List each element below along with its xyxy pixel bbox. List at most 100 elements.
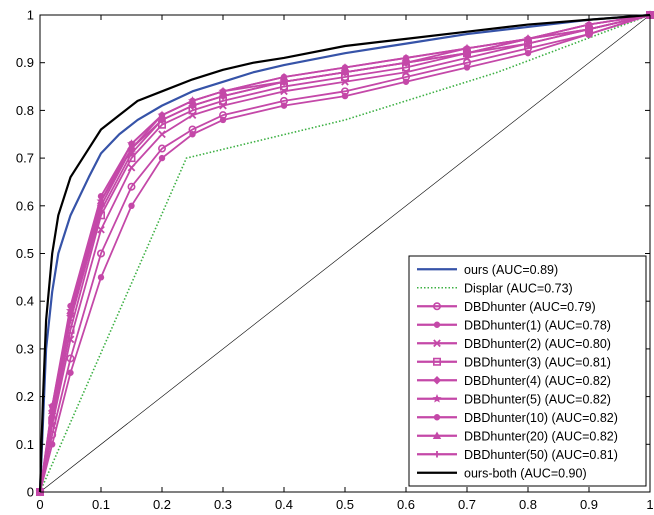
legend-entry: DBDhunter(4) (AUC=0.82) xyxy=(417,374,611,388)
y-tick-label: 0 xyxy=(27,485,34,500)
chance-diagonal-line xyxy=(39,14,651,493)
legend-label: DBDhunter(4) (AUC=0.82) xyxy=(464,374,611,388)
series-3-point xyxy=(97,249,106,258)
series-4-point xyxy=(67,369,74,376)
series-9-point xyxy=(128,140,135,147)
x-tick-label: 0.8 xyxy=(519,497,537,512)
series-11-point xyxy=(49,412,56,419)
legend-marker xyxy=(433,321,441,328)
legend-label: DBDhunter(2) (AUC=0.80) xyxy=(464,337,611,351)
series-line-3 xyxy=(39,14,651,493)
series-11-point xyxy=(189,102,196,109)
series-1 xyxy=(38,13,651,493)
x-tick-label: 0.3 xyxy=(214,497,232,512)
series-4-point xyxy=(402,78,410,85)
y-tick-label: 0.6 xyxy=(16,198,34,213)
series-4-point xyxy=(97,274,105,281)
series-4-point xyxy=(158,154,166,162)
x-tick-label: 0.9 xyxy=(580,497,598,512)
legend-label: ours-both (AUC=0.90) xyxy=(464,466,587,480)
x-tick-label: 0.2 xyxy=(153,497,171,512)
series-11-point xyxy=(524,35,532,43)
legend-marker xyxy=(432,376,442,385)
legend-label: DBDhunter(1) (AUC=0.78) xyxy=(464,318,611,332)
legend-entry: DBDhunter (AUC=0.79) xyxy=(417,300,596,314)
legend-entry: Displar (AUC=0.73) xyxy=(417,281,573,295)
series-layer xyxy=(35,10,654,497)
legend-box xyxy=(408,255,647,487)
series-10-point xyxy=(584,20,594,28)
series-3-point xyxy=(158,144,167,153)
legend-marker xyxy=(432,302,441,311)
y-tick-label: 1 xyxy=(27,8,34,23)
series-10-point xyxy=(340,63,350,71)
legend-marker xyxy=(432,431,442,439)
series-line-1 xyxy=(38,13,651,493)
series-4-point xyxy=(341,92,349,100)
series-11-point xyxy=(158,116,166,124)
series-line-6 xyxy=(39,14,651,493)
series-11 xyxy=(36,11,654,496)
legend-marker xyxy=(433,339,441,348)
x-tick-label: 1 xyxy=(646,497,653,512)
x-tick-label: 0.1 xyxy=(92,497,110,512)
legend-label: DBDhunter(10) (AUC=0.82) xyxy=(464,411,618,425)
ticks-layer: 0 0.1 0.2 0.3 0.4 0.5 0.6 0.7 0.8 0.9 1 0 0.1 0.2 0.3 0… xyxy=(16,8,654,513)
y-tick-label: 0.9 xyxy=(16,55,34,70)
y-tick-label: 0.7 xyxy=(16,151,34,166)
series-5-point xyxy=(97,225,105,234)
legend-entry: DBDhunter(20) (AUC=0.82) xyxy=(417,429,618,443)
series-11-point xyxy=(219,92,227,100)
y-tick-label: 0.4 xyxy=(16,294,34,309)
x-tick-label: 0.7 xyxy=(458,497,476,512)
series-4-point xyxy=(128,202,135,209)
series-10-point xyxy=(188,96,197,105)
series-11-point xyxy=(128,150,135,157)
series-12 xyxy=(38,13,651,493)
series-4-point xyxy=(280,102,288,109)
series-4-point xyxy=(524,49,532,57)
series-11-point xyxy=(67,317,74,324)
series-11-point xyxy=(341,69,349,76)
series-11-point xyxy=(585,26,593,33)
x-tick-label: 0.5 xyxy=(336,497,354,512)
series-4-point xyxy=(463,64,471,71)
legend-label: DBDhunter(5) (AUC=0.82) xyxy=(464,392,611,406)
y-tick-label: 0.8 xyxy=(16,103,34,118)
legend-entry: DBDhunter(5) (AUC=0.82) xyxy=(417,392,611,406)
series-11-point xyxy=(402,59,410,66)
legend-entry: ours (AUC=0.89) xyxy=(417,263,558,277)
series-11-point xyxy=(97,207,105,214)
series-10-point xyxy=(218,87,228,95)
x-tick-label: 0.4 xyxy=(275,497,293,512)
legend-entry: DBDhunter(10) (AUC=0.82) xyxy=(417,411,618,425)
series-3-point xyxy=(127,182,136,191)
legend-marker xyxy=(433,414,441,421)
legend-label: DBDhunter (AUC=0.79) xyxy=(464,300,596,314)
series-11-point xyxy=(463,49,471,57)
y-tick-label: 0.2 xyxy=(16,389,34,404)
series-4-point xyxy=(49,441,56,448)
series-10-point xyxy=(48,406,57,415)
legend-label: Displar (AUC=0.73) xyxy=(464,281,573,295)
y-tick-label: 0.5 xyxy=(16,246,34,261)
legend-entry: ours-both (AUC=0.90) xyxy=(417,466,587,480)
series-4-point xyxy=(189,131,196,138)
series-5-point xyxy=(127,163,136,172)
legend-label: DBDhunter(50) (AUC=0.81) xyxy=(464,448,618,462)
series-10-point xyxy=(401,53,411,62)
chart-legend: ours (AUC=0.89) Displar (AUC=0.73) DBDhunt… xyxy=(408,255,647,487)
series-10-point xyxy=(96,196,106,205)
legend-entry: DBDhunter(50) (AUC=0.81) xyxy=(417,448,618,462)
legend-entry: DBDhunter(2) (AUC=0.80) xyxy=(417,337,611,351)
x-tick-label: 0.6 xyxy=(397,497,415,512)
series-11-point xyxy=(280,78,288,85)
series-line-12 xyxy=(38,13,651,493)
x-tick-label: 0 xyxy=(36,497,43,512)
legend-entry: DBDhunter(3) (AUC=0.81) xyxy=(417,355,611,369)
legend-marker xyxy=(432,394,442,403)
legend-label: DBDhunter(20) (AUC=0.82) xyxy=(464,429,618,443)
series-5-point xyxy=(158,130,166,139)
y-tick-label: 0.1 xyxy=(16,437,34,452)
